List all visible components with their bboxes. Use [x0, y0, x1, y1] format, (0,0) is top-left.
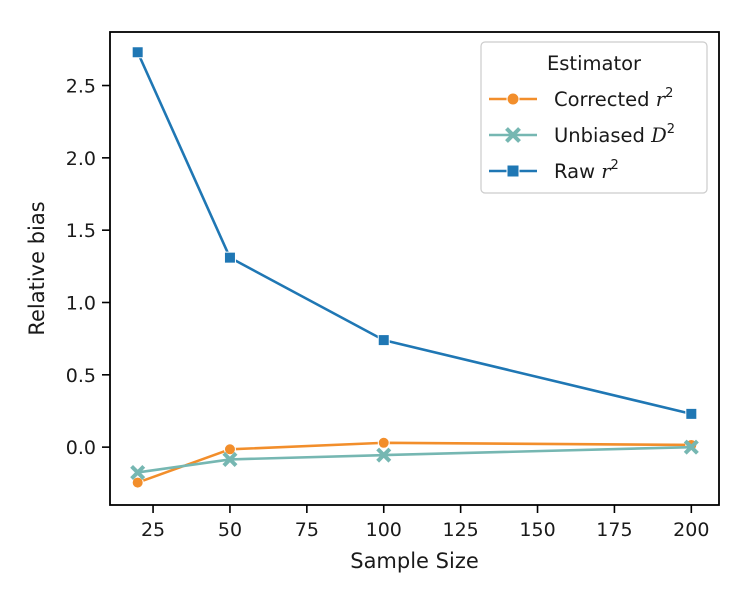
x-tick-label: 25 [141, 519, 165, 541]
data-point [131, 46, 144, 59]
y-tick-label: 1.0 [66, 292, 96, 314]
x-axis-label: Sample Size [350, 549, 479, 573]
y-tick-label: 1.5 [66, 220, 96, 242]
data-point [377, 436, 390, 449]
x-axis-ticks: 25 50 75 100 125 150 175 200 [141, 505, 709, 541]
legend-box [480, 41, 708, 194]
legend-entry: Unbiased D2 [489, 122, 675, 147]
y-tick-label: 0.0 [66, 437, 96, 459]
data-point [222, 451, 238, 467]
x-tick-label: 125 [443, 519, 479, 541]
y-tick-label: 2.5 [66, 76, 96, 98]
series-2 [131, 46, 698, 420]
x-tick-label: 75 [295, 519, 319, 541]
data-point [131, 476, 144, 489]
series-1 [130, 439, 699, 480]
legend-marker [506, 164, 520, 178]
legend-title: Estimator [547, 52, 642, 75]
y-axis-label: Relative bias [25, 201, 49, 335]
series-line [137, 445, 692, 474]
data-point [377, 334, 390, 347]
x-tick-label: 175 [596, 519, 632, 541]
plot-content [130, 46, 699, 489]
y-tick-label: 2.0 [66, 148, 96, 170]
legend-marker [506, 92, 520, 106]
legend-label: Unbiased D2 [554, 122, 675, 147]
legend-entry: Corrected r2 [489, 86, 673, 111]
y-axis-ticks: 0.0 0.5 1.0 1.5 2.0 2.5 [66, 76, 110, 459]
data-point [223, 251, 236, 264]
legend-entry: Raw r2 [489, 158, 619, 183]
x-tick-label: 200 [673, 519, 709, 541]
data-point [685, 407, 698, 420]
plot-frame [109, 31, 720, 506]
data-point [683, 439, 699, 455]
series-line [136, 51, 692, 416]
data-point [376, 447, 392, 463]
x-tick-label: 150 [519, 519, 555, 541]
x-tick-label: 50 [218, 519, 242, 541]
data-point [130, 464, 146, 480]
legend-label: Raw r2 [554, 158, 619, 183]
y-tick-label: 0.5 [66, 365, 96, 387]
legend-label: Corrected r2 [554, 86, 673, 111]
x-tick-label: 100 [366, 519, 402, 541]
legend: Estimator Corrected r2 Unbiased D2 Raw r2 [480, 41, 708, 194]
legend-marker [505, 127, 521, 143]
series-0 [131, 436, 698, 489]
data-point [223, 443, 236, 456]
